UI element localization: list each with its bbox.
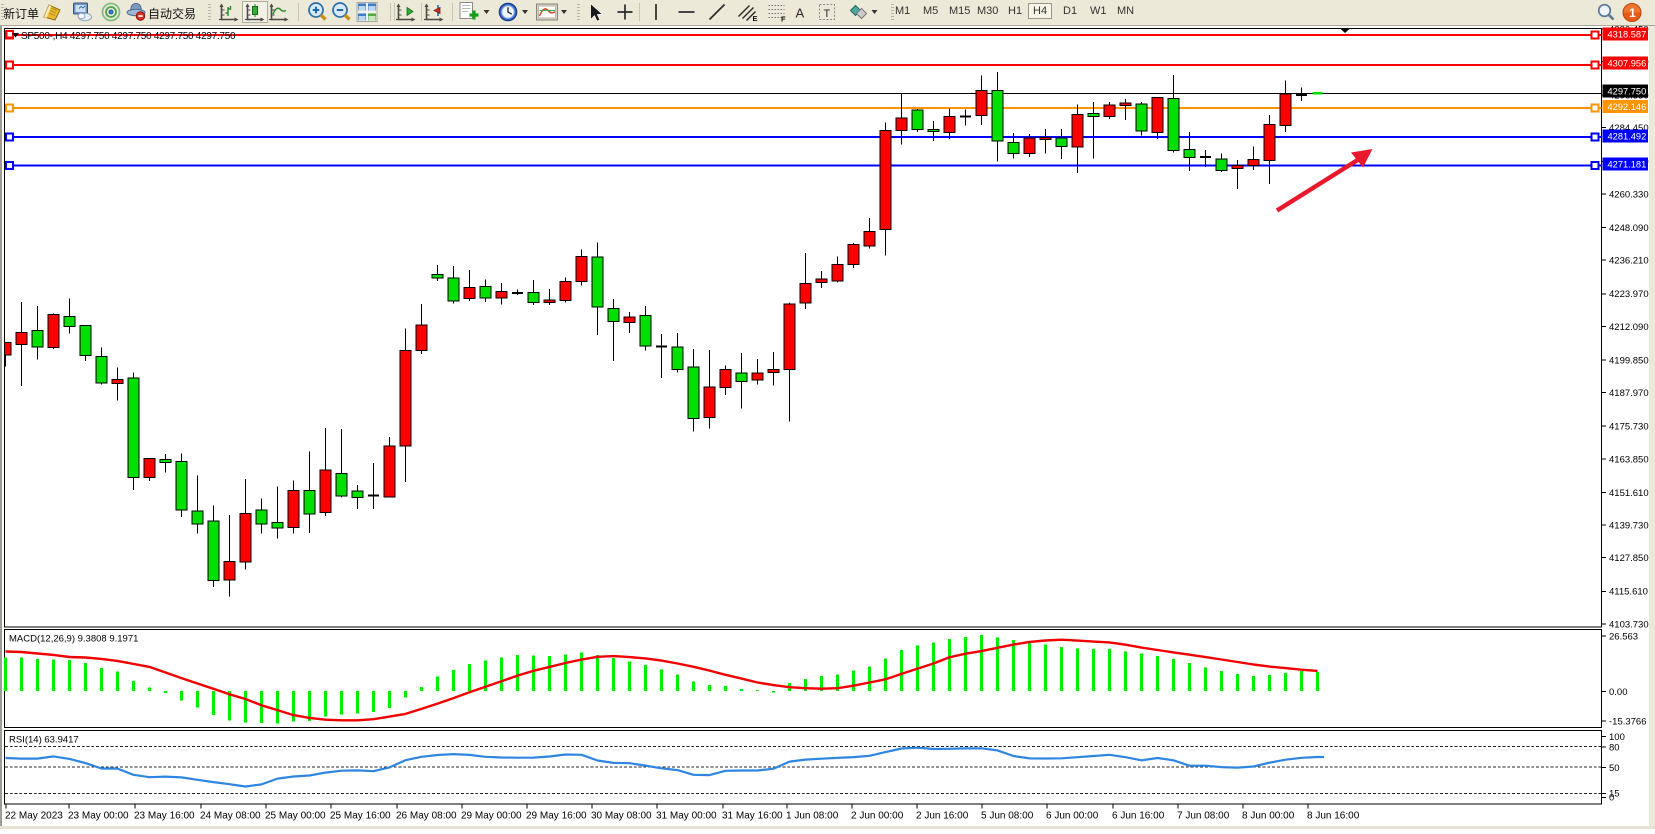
svg-text:31 May 00:00: 31 May 00:00 — [656, 811, 717, 822]
svg-text:31 May 16:00: 31 May 16:00 — [722, 811, 783, 822]
svg-text:24 May 08:00: 24 May 08:00 — [200, 811, 261, 822]
svg-text:4187.970: 4187.970 — [1609, 388, 1649, 399]
svg-text:A: A — [796, 6, 805, 21]
svg-text:1: 1 — [1629, 6, 1636, 20]
svg-text:4175.730: 4175.730 — [1609, 422, 1649, 433]
svg-text:4271.181: 4271.181 — [1608, 160, 1647, 170]
svg-text:4139.730: 4139.730 — [1609, 520, 1649, 531]
svg-text:4127.850: 4127.850 — [1609, 553, 1649, 564]
svg-text:4223.970: 4223.970 — [1609, 289, 1649, 300]
svg-text:4212.090: 4212.090 — [1609, 322, 1649, 333]
svg-text:4318.587: 4318.587 — [1608, 30, 1647, 40]
svg-text:8 Jun 00:00: 8 Jun 00:00 — [1242, 811, 1295, 822]
svg-text:15: 15 — [1609, 789, 1620, 800]
svg-text:4284.450: 4284.450 — [1609, 123, 1649, 134]
svg-text:4199.850: 4199.850 — [1609, 355, 1649, 366]
svg-text:4281.492: 4281.492 — [1608, 131, 1647, 141]
svg-text:5 Jun 08:00: 5 Jun 08:00 — [981, 811, 1034, 822]
svg-text:29 May 16:00: 29 May 16:00 — [526, 811, 587, 822]
svg-text:0: 0 — [1609, 793, 1614, 804]
svg-text:4236.210: 4236.210 — [1609, 256, 1649, 267]
svg-text:RSI(14) 63.9417: RSI(14) 63.9417 — [9, 735, 79, 746]
svg-text:25 May 00:00: 25 May 00:00 — [265, 811, 326, 822]
svg-text:29 May 00:00: 29 May 00:00 — [461, 811, 522, 822]
svg-text:4307.956: 4307.956 — [1608, 59, 1647, 69]
svg-text:2 Jun 16:00: 2 Jun 16:00 — [916, 811, 969, 822]
svg-text:4151.610: 4151.610 — [1609, 488, 1649, 499]
svg-text:8 Jun 16:00: 8 Jun 16:00 — [1307, 811, 1360, 822]
svg-text:4115.610: 4115.610 — [1609, 587, 1648, 598]
svg-text:MACD(12,26,9) 9.3808 9.1971: MACD(12,26,9) 9.3808 9.1971 — [9, 634, 138, 645]
svg-text:F: F — [781, 15, 786, 24]
svg-text:25 May 16:00: 25 May 16:00 — [330, 811, 391, 822]
svg-text:30 May 08:00: 30 May 08:00 — [591, 811, 652, 822]
svg-text:7 Jun 08:00: 7 Jun 08:00 — [1177, 811, 1230, 822]
svg-text:26.563: 26.563 — [1609, 631, 1638, 642]
svg-text:2 Jun 00:00: 2 Jun 00:00 — [851, 811, 904, 822]
svg-text:26 May 08:00: 26 May 08:00 — [396, 811, 457, 822]
svg-text:6 Jun 16:00: 6 Jun 16:00 — [1112, 811, 1165, 822]
svg-text:100: 100 — [1609, 732, 1625, 743]
svg-text:6 Jun 00:00: 6 Jun 00:00 — [1046, 811, 1099, 822]
svg-text:E: E — [753, 14, 758, 23]
svg-text:4103.730: 4103.730 — [1609, 619, 1649, 630]
svg-text:4248.090: 4248.090 — [1609, 223, 1649, 234]
svg-text:SP500-,H4 4297.750 4297.750 42: SP500-,H4 4297.750 4297.750 4297.750 429… — [21, 31, 236, 42]
svg-text:22 May 2023: 22 May 2023 — [5, 811, 63, 822]
svg-text:4292.146: 4292.146 — [1608, 102, 1647, 112]
svg-text:23 May 00:00: 23 May 00:00 — [68, 811, 129, 822]
svg-text:1 Jun 08:00: 1 Jun 08:00 — [786, 811, 839, 822]
svg-text:80: 80 — [1609, 742, 1620, 753]
svg-text:4297.750: 4297.750 — [1608, 87, 1647, 97]
svg-text:50: 50 — [1609, 763, 1620, 774]
svg-text:4163.850: 4163.850 — [1609, 454, 1649, 465]
svg-text:-15.3766: -15.3766 — [1609, 716, 1647, 727]
svg-text:T: T — [824, 8, 831, 20]
svg-text:4260.330: 4260.330 — [1609, 189, 1649, 200]
svg-text:23 May 16:00: 23 May 16:00 — [134, 811, 195, 822]
svg-text:0.00: 0.00 — [1609, 687, 1628, 698]
